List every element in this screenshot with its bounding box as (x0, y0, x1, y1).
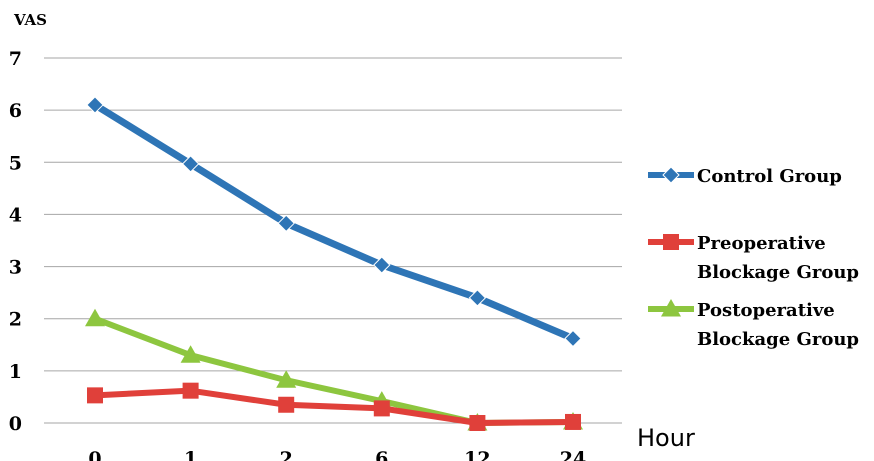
legend-item-preoperative-blockage-group: Preoperative Blockage Group (648, 233, 859, 283)
legend-marker (661, 299, 681, 317)
data-point (469, 415, 486, 431)
data-point (373, 400, 390, 417)
gridlines (44, 57, 622, 424)
series-control-group (86, 96, 582, 348)
x-tick-label: 2 (280, 448, 293, 461)
y-tick-label: 0 (9, 413, 22, 435)
y-axis-ticks: 0 1 2 3 4 5 6 7 (9, 48, 22, 435)
data-point (182, 382, 199, 399)
series-preoperative-blockage-group (87, 382, 581, 431)
legend-label: Postoperative (697, 300, 835, 321)
data-point (277, 214, 295, 232)
data-point (87, 387, 103, 404)
y-tick-label: 6 (9, 100, 22, 122)
x-tick-label: 12 (464, 448, 490, 461)
legend-item-postoperative-blockage-group: Postoperative Blockage Group (648, 299, 859, 350)
data-point (180, 345, 201, 363)
y-tick-label: 7 (9, 48, 22, 70)
y-tick-label: 1 (9, 361, 22, 383)
data-point (86, 96, 104, 114)
data-point (564, 329, 582, 348)
x-tick-label: 1 (184, 448, 197, 461)
series-group (85, 96, 583, 431)
data-point (565, 413, 581, 430)
legend-label: Control Group (697, 166, 842, 187)
series-line (91, 101, 577, 343)
series-postoperative-blockage-group (85, 308, 583, 431)
legend-label: Blockage Group (697, 329, 859, 350)
x-tick-label: 0 (88, 448, 101, 461)
legend-marker (662, 166, 680, 184)
y-tick-label: 4 (9, 204, 22, 226)
x-tick-label: 6 (375, 448, 388, 461)
y-tick-label: 5 (9, 152, 22, 174)
series-line (92, 387, 576, 426)
data-point (468, 289, 487, 307)
data-point (278, 396, 295, 413)
data-point (373, 256, 391, 274)
legend-label: Preoperative (697, 233, 826, 254)
legend-marker (663, 234, 679, 250)
y-axis-label: VAS (13, 11, 47, 29)
data-point (181, 155, 200, 173)
y-tick-label: 2 (9, 309, 22, 331)
x-axis-ticks: 0 1 2 6 12 24 (88, 448, 586, 461)
data-point (276, 370, 297, 388)
x-axis-label: Hour (637, 424, 695, 452)
legend-item-control-group: Control Group (648, 166, 842, 187)
legend-label: Blockage Group (697, 262, 859, 283)
x-tick-label: 24 (560, 448, 586, 461)
data-point (85, 308, 105, 327)
y-tick-label: 3 (9, 257, 22, 279)
